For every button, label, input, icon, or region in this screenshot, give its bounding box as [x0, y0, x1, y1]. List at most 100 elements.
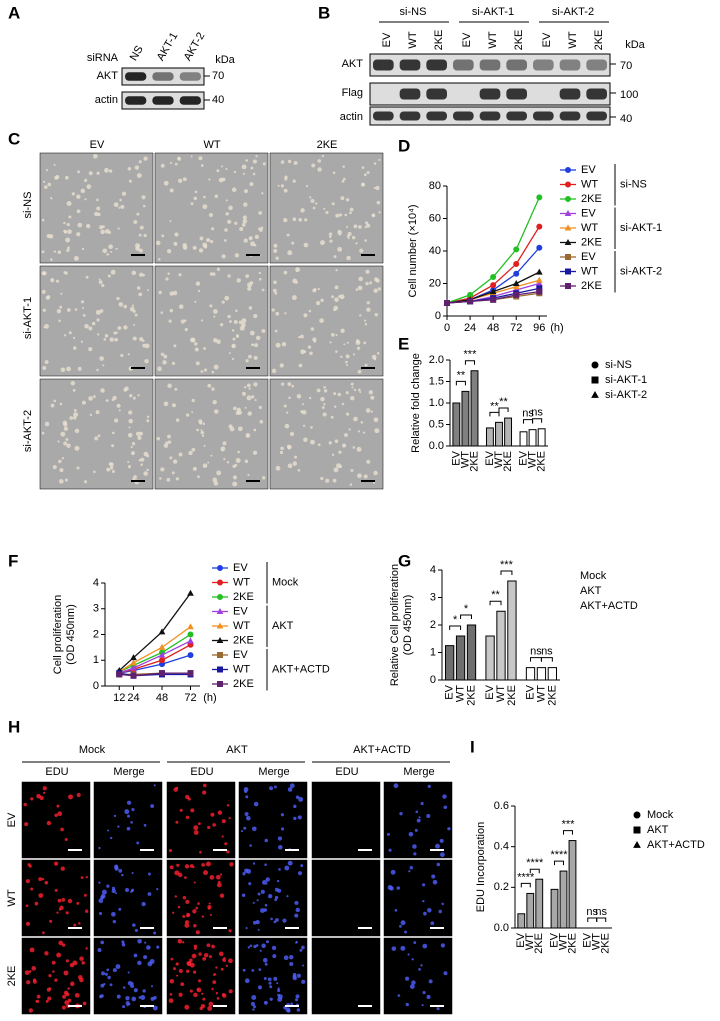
- cell: [113, 202, 119, 208]
- cell: [136, 173, 142, 179]
- cell: [153, 931, 157, 935]
- cell: [315, 300, 321, 306]
- cell: [273, 248, 278, 254]
- cell: [67, 898, 73, 904]
- cell: [273, 920, 277, 924]
- cell: [137, 939, 142, 944]
- cell: [365, 408, 371, 413]
- cell: [163, 443, 169, 448]
- cell: [68, 331, 72, 335]
- sig-label: ***: [562, 818, 576, 830]
- blot-band: [559, 111, 581, 121]
- cell: [70, 380, 76, 386]
- cell: [345, 412, 350, 416]
- cell: [139, 431, 143, 436]
- cell: [27, 863, 31, 867]
- cell: [426, 814, 431, 819]
- marker: [444, 300, 450, 306]
- cell: [98, 881, 101, 884]
- marker: [565, 196, 571, 202]
- cell: [269, 985, 273, 989]
- cell: [273, 243, 278, 248]
- column-label: EV: [90, 139, 105, 151]
- cell: [322, 412, 327, 417]
- cell: [81, 306, 85, 309]
- marker: [158, 628, 166, 635]
- cell: [280, 184, 285, 188]
- cell: [364, 322, 368, 326]
- cell: [76, 792, 81, 798]
- cell: [169, 291, 174, 296]
- blot-lane: EV: [461, 32, 473, 47]
- cell: [365, 281, 369, 286]
- cell: [342, 177, 346, 181]
- cell: [133, 475, 137, 479]
- blot-band: [479, 88, 501, 100]
- legend-group: si-AKT-1: [620, 222, 662, 234]
- sig-bracket: [523, 419, 534, 424]
- cell: [170, 957, 174, 961]
- cell: [194, 190, 198, 194]
- x-tick-label: WT: [557, 933, 569, 950]
- sig-label: ns: [541, 646, 553, 658]
- cell: [253, 428, 257, 432]
- cell: [197, 979, 202, 983]
- cell: [165, 441, 169, 445]
- cell: [274, 898, 278, 902]
- marker: [217, 579, 223, 586]
- cell: [303, 313, 308, 318]
- marker: [187, 623, 194, 630]
- cell: [64, 175, 69, 180]
- cell: [310, 198, 315, 203]
- x-tick-label: WT: [495, 685, 507, 702]
- cell: [256, 899, 259, 902]
- cell: [234, 253, 240, 258]
- blot-band: [125, 96, 147, 105]
- cell: [176, 974, 179, 977]
- cell: [139, 225, 144, 230]
- cell: [127, 167, 132, 171]
- row-label: EV: [6, 812, 18, 827]
- cell: [76, 209, 81, 214]
- cell: [153, 995, 157, 1000]
- y-tick-label: 3: [430, 591, 436, 603]
- cell: [222, 957, 227, 963]
- cell: [223, 956, 226, 960]
- cell: [253, 314, 258, 319]
- cell: [223, 458, 226, 461]
- cell: [310, 439, 315, 445]
- cell: [258, 271, 262, 275]
- channel-label: Merge: [403, 766, 434, 778]
- cell: [58, 479, 64, 484]
- cell: [128, 418, 134, 424]
- marker: [536, 223, 543, 230]
- cell: [253, 1005, 257, 1009]
- cell: [198, 248, 204, 253]
- blot-lane: WT: [567, 31, 579, 48]
- cell: [63, 221, 66, 225]
- cell: [171, 403, 176, 408]
- cell: [210, 454, 213, 457]
- cell: [257, 985, 262, 990]
- series-line: [118, 633, 191, 673]
- cell: [133, 323, 136, 326]
- cell: [297, 469, 301, 472]
- sig-label: *: [453, 614, 458, 626]
- blot-marker: 70: [620, 60, 632, 72]
- cell: [194, 342, 198, 346]
- y-tick-label: 20: [429, 277, 441, 289]
- x-tick-label: WT: [526, 451, 538, 468]
- cell: [130, 821, 133, 824]
- x-tick-label: 96: [533, 322, 545, 334]
- cell: [226, 850, 230, 854]
- blot-band: [506, 59, 527, 71]
- cell: [112, 968, 117, 973]
- cell: [208, 212, 214, 218]
- cell: [73, 408, 77, 412]
- cell: [100, 388, 105, 393]
- cell: [111, 431, 115, 435]
- cell: [255, 919, 260, 925]
- cell: [237, 450, 240, 454]
- cell: [169, 161, 173, 165]
- cell: [74, 308, 78, 311]
